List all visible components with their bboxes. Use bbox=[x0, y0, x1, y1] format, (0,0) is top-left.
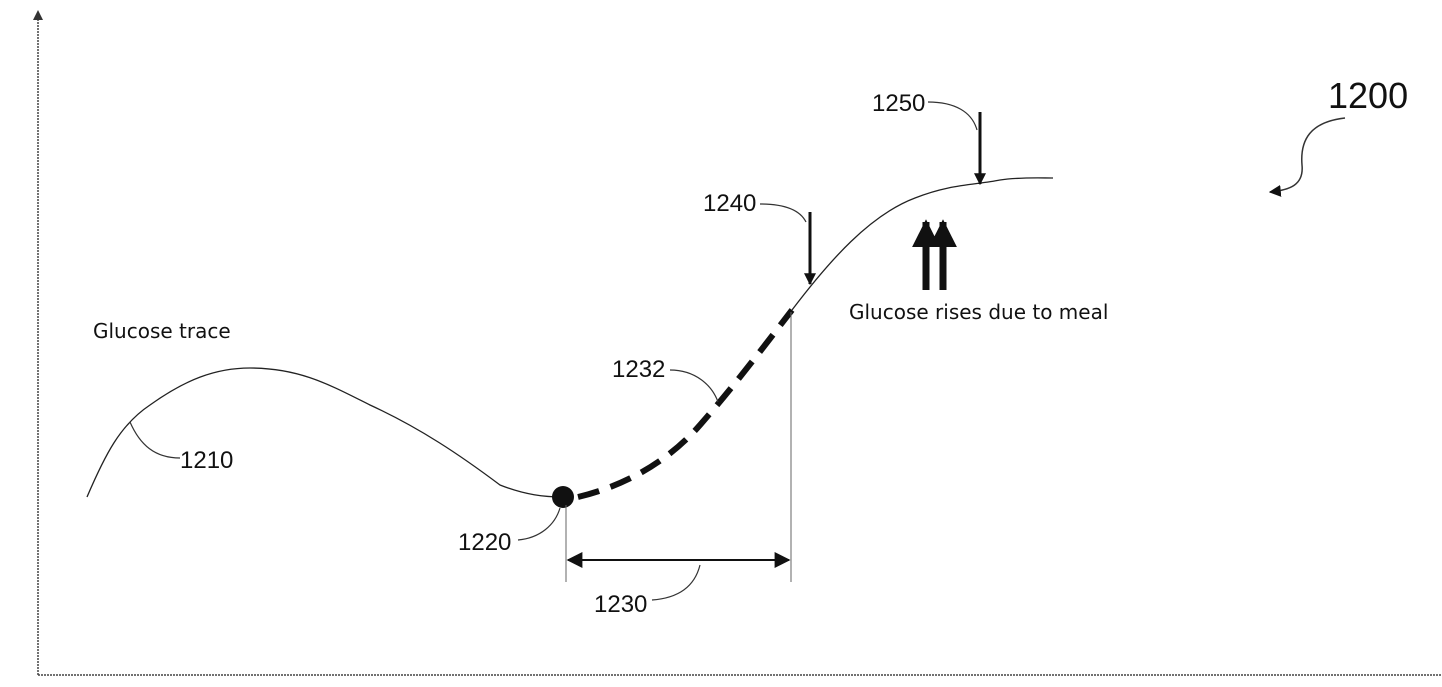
annotation-label: Glucose rises due to meal bbox=[849, 300, 1108, 324]
y-axis-arrow-icon bbox=[33, 10, 43, 20]
start-point-marker bbox=[552, 486, 574, 508]
leader-1250 bbox=[928, 102, 977, 130]
figure-number: 1200 bbox=[1328, 75, 1408, 116]
glucose-trace bbox=[87, 368, 563, 497]
ref-1232: 1232 bbox=[612, 356, 665, 383]
fitted-segment-dashed bbox=[578, 310, 792, 497]
trace-label: Glucose trace bbox=[93, 319, 231, 343]
ref-1220: 1220 bbox=[458, 529, 511, 556]
leader-1240 bbox=[760, 204, 806, 222]
ref-1250: 1250 bbox=[872, 90, 925, 117]
ref-1230: 1230 bbox=[594, 591, 647, 618]
figure-pointer-arrow bbox=[1270, 118, 1345, 192]
ref-1210: 1210 bbox=[180, 447, 233, 474]
leader-1230 bbox=[652, 565, 700, 600]
leader-1220 bbox=[518, 508, 560, 540]
leader-1232 bbox=[670, 370, 718, 402]
glucose-trace-diagram: Glucose trace Glucose rises due to meal … bbox=[0, 0, 1442, 687]
leader-1210 bbox=[130, 422, 180, 458]
ref-1240: 1240 bbox=[703, 190, 756, 217]
